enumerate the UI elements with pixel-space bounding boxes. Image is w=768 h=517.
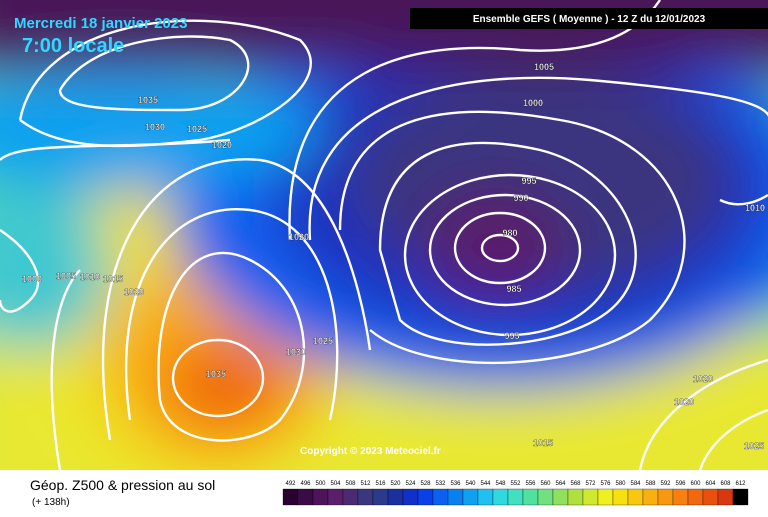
isobar-labels: 1035 1030 1025 1020 1005 1000 995 990 980 985 995 1… [22, 62, 765, 451]
isobar-label: 995 [504, 331, 519, 341]
legend-swatch [357, 488, 374, 506]
legend-label: 536 [450, 481, 461, 487]
lead-time: (+ 138h) [32, 497, 70, 508]
legend-swatch [492, 488, 509, 506]
legend-swatch [597, 488, 614, 506]
legend-swatch [327, 488, 344, 506]
legend-label: 588 [645, 481, 656, 487]
legend-label: 560 [540, 481, 551, 487]
isobar-label: 1025 [187, 124, 207, 134]
legend-label: 584 [630, 481, 641, 487]
isobar-label: 1015 [103, 274, 123, 284]
legend-label: 504 [330, 481, 341, 487]
isobar-label: 1030 [145, 122, 165, 132]
legend-label: 580 [615, 481, 626, 487]
legend-swatch [582, 488, 599, 506]
isobar-label: 1020 [289, 232, 309, 242]
legend-label: 576 [600, 481, 611, 487]
legend-swatch [447, 488, 464, 506]
legend-swatch [312, 488, 329, 506]
legend-swatch [657, 488, 674, 506]
legend-label: 600 [690, 481, 701, 487]
legend-label: 524 [405, 481, 416, 487]
legend-swatch [417, 488, 434, 506]
legend-label: 532 [435, 481, 446, 487]
legend-label: 568 [570, 481, 581, 487]
legend-label: 512 [360, 481, 371, 487]
legend-swatch [612, 488, 629, 506]
legend-swatch [387, 488, 404, 506]
isobar-label: 1010 [745, 203, 765, 213]
legend-swatch [687, 488, 704, 506]
run-banner [410, 8, 768, 29]
isobar-label: 1025 [313, 336, 333, 346]
legend-swatch [672, 488, 689, 506]
legend-label: 528 [420, 481, 431, 487]
footer-title: Géop. Z500 & pression au sol [30, 477, 215, 493]
legend-label: 596 [675, 481, 686, 487]
legend-label: 516 [375, 481, 386, 487]
legend-swatch [402, 488, 419, 506]
isobar-label: 1010 [80, 272, 100, 282]
legend-label: 612 [735, 481, 746, 487]
run-info: Ensemble GEFS ( Moyenne ) - 12 Z du 12/0… [473, 14, 706, 25]
legend-label: 572 [585, 481, 596, 487]
legend-swatch [702, 488, 719, 506]
legend-swatch [282, 488, 299, 506]
isobar-label: 1020 [124, 287, 144, 297]
legend-swatch [537, 488, 554, 506]
legend-swatch [717, 488, 734, 506]
isobar-label: 1035 [206, 369, 226, 379]
isobar-label: 1020 [674, 397, 694, 407]
isobar-label: 1035 [138, 95, 158, 105]
legend-label: 496 [300, 481, 311, 487]
isobar-label: 1020 [212, 140, 232, 150]
legend-label: 552 [510, 481, 521, 487]
legend-label: 492 [285, 481, 296, 487]
isobar-label: 1000 [523, 98, 543, 108]
isobar-label: 1015 [533, 438, 553, 448]
isobar-label: 980 [502, 228, 517, 238]
isobar-label: 990 [513, 193, 528, 203]
legend-label: 520 [390, 481, 401, 487]
legend-label: 564 [555, 481, 566, 487]
legend-label: 548 [495, 481, 506, 487]
date: Mercredi 18 janvier 2023 [14, 15, 187, 32]
legend-swatch [432, 488, 449, 506]
isobars [0, 0, 768, 471]
legend-swatch [522, 488, 539, 506]
legend-swatch [342, 488, 359, 506]
legend-label: 540 [465, 481, 476, 487]
time: 7:00 locale [22, 35, 124, 57]
legend-label: 604 [705, 481, 716, 487]
isobar-label: 1030 [286, 347, 306, 357]
legend-swatch [552, 488, 569, 506]
legend-swatch [462, 488, 479, 506]
isobar-label: 1000 [22, 274, 42, 284]
legend: 492 496 500 504 508 512 516 520 524 528 532 536 540 5… [282, 481, 749, 506]
isobar-label: 1005 [534, 62, 554, 72]
legend-label: 608 [720, 481, 731, 487]
isobar-label: 1020 [693, 374, 713, 384]
legend-swatch [297, 488, 314, 506]
isobar-label: 1025 [744, 441, 764, 451]
isobar-label: 995 [521, 176, 536, 186]
legend-label: 500 [315, 481, 326, 487]
legend-swatch [477, 488, 494, 506]
copyright: Copyright © 2023 Meteociel.fr [300, 446, 441, 457]
legend-swatch [567, 488, 584, 506]
legend-label: 508 [345, 481, 356, 487]
legend-label: 592 [660, 481, 671, 487]
isobar-label: 985 [506, 284, 521, 294]
legend-swatch [642, 488, 659, 506]
legend-swatch [372, 488, 389, 506]
legend-swatch [732, 488, 749, 506]
legend-swatch [507, 488, 524, 506]
isobar-label: 1005 [56, 271, 76, 281]
legend-label: 556 [525, 481, 536, 487]
legend-swatch [627, 488, 644, 506]
legend-label: 544 [480, 481, 491, 487]
